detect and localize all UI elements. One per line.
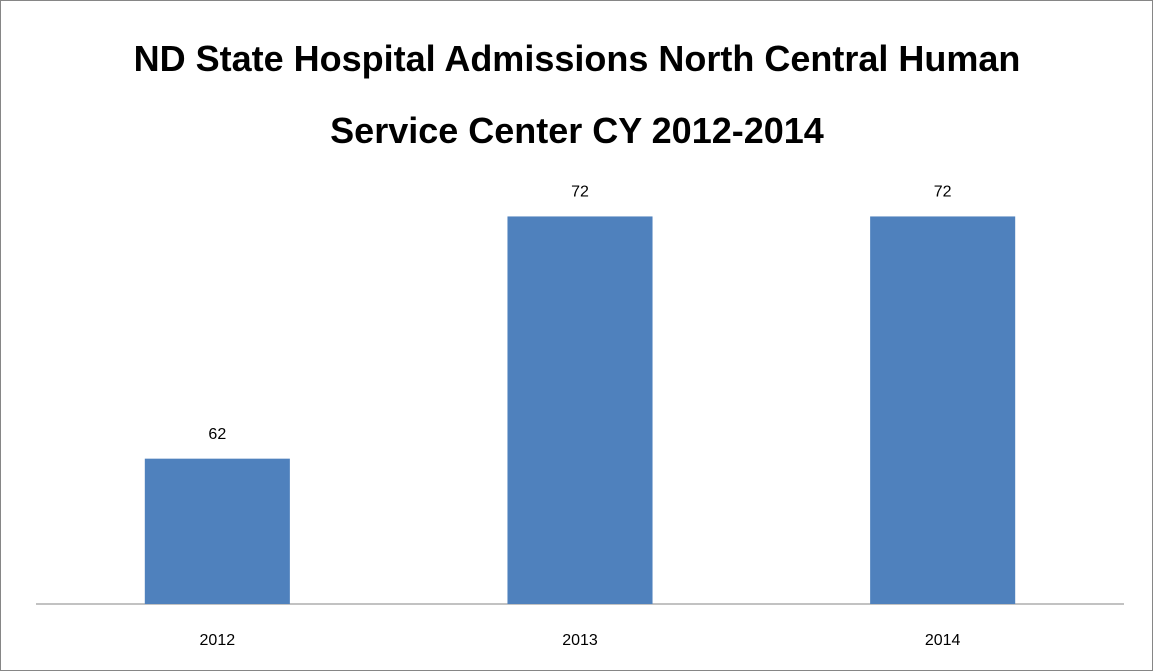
bar bbox=[507, 216, 653, 604]
data-label: 72 bbox=[934, 184, 952, 201]
data-label: 72 bbox=[571, 184, 589, 201]
bar bbox=[870, 216, 1016, 604]
x-tick-label: 2014 bbox=[925, 632, 961, 649]
data-label: 62 bbox=[208, 426, 226, 443]
x-tick-label: 2013 bbox=[562, 632, 598, 649]
chart-title: ND State Hospital Admissions North Centr… bbox=[133, 38, 1021, 151]
x-tick-label: 2012 bbox=[200, 632, 236, 649]
bar bbox=[144, 458, 290, 604]
